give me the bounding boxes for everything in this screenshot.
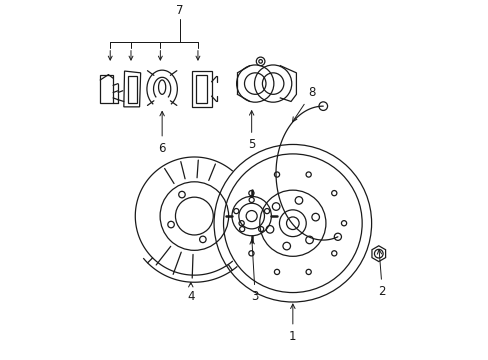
Polygon shape <box>128 76 137 103</box>
Text: 3: 3 <box>249 240 259 303</box>
Text: 4: 4 <box>186 283 194 303</box>
Text: 2: 2 <box>376 249 386 298</box>
Polygon shape <box>191 71 211 107</box>
Text: 7: 7 <box>176 4 183 17</box>
Polygon shape <box>123 71 141 107</box>
Polygon shape <box>195 75 207 103</box>
Text: 1: 1 <box>288 304 296 342</box>
Polygon shape <box>371 246 385 262</box>
Text: 6: 6 <box>158 112 165 154</box>
Text: 5: 5 <box>247 111 255 151</box>
Polygon shape <box>100 75 113 103</box>
Text: 8: 8 <box>292 86 315 122</box>
